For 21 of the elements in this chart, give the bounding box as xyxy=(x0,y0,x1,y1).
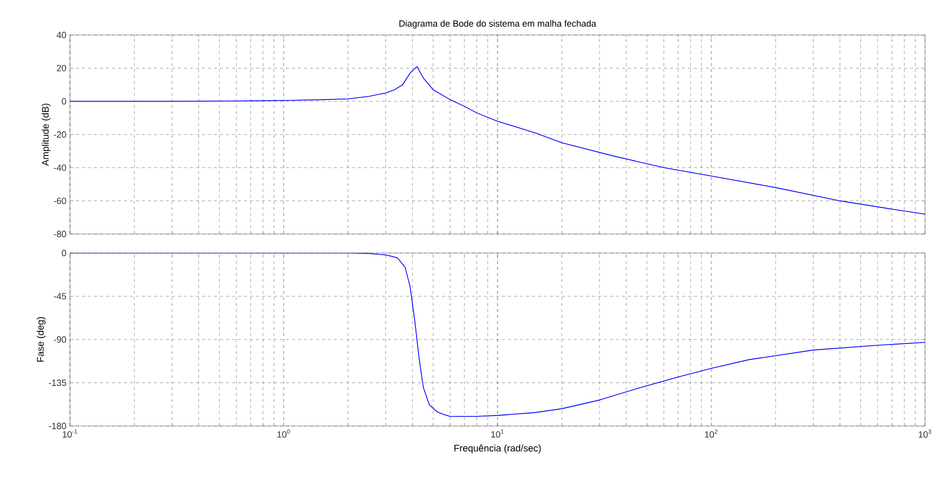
y-tick-label: -135 xyxy=(48,380,66,386)
y-tick-label: -20 xyxy=(54,131,66,138)
x-tick-label: 10$^{2}$ xyxy=(705,430,718,438)
y-tick-label: 0 xyxy=(62,250,66,256)
y-tick-label: 0 xyxy=(62,98,66,105)
x-tick-label: 10$^{-1}$ xyxy=(62,430,78,438)
chart-title: Diagrama de Bode do sistema em malha fechada xyxy=(399,20,596,28)
x-tick-label: 10$^{1}$ xyxy=(491,430,504,438)
y-tick-label: -40 xyxy=(54,164,66,171)
y-tick-label: -45 xyxy=(54,293,66,300)
y-tick-label: 40 xyxy=(56,32,66,38)
x-tick-label: 10$^{3}$ xyxy=(918,430,932,438)
y-tick-label: -180 xyxy=(48,422,66,430)
x-axis-title: Frequência (rad/sec) xyxy=(454,444,541,454)
x-tick-label: 10$^{0}$ xyxy=(278,430,290,438)
y-tick-label: 20 xyxy=(56,64,66,72)
y-tick-label: -80 xyxy=(54,230,66,238)
y-tick-label: -60 xyxy=(54,198,66,204)
y-axis-title: Fase (deg) xyxy=(36,317,46,362)
y-tick-label: -90 xyxy=(54,336,66,343)
y-axis-title: Amplitude (dB) xyxy=(42,104,51,166)
